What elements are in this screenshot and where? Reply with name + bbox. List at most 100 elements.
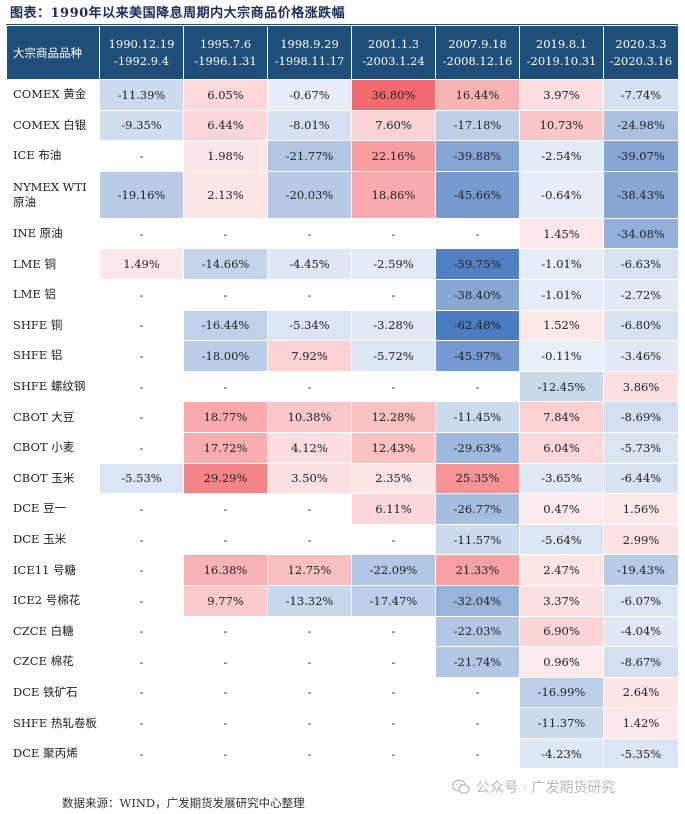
- value-cell: -: [183, 278, 268, 311]
- period-end: -1998.11.17: [274, 53, 345, 68]
- value-cell: -6.44%: [603, 462, 679, 495]
- value-cell: -18.00%: [183, 340, 268, 372]
- value-cell: -0.67%: [267, 79, 352, 111]
- period-header: 1995.7.6 -1996.1.31: [183, 25, 268, 80]
- value-cell: -8.01%: [267, 109, 352, 142]
- wechat-icon: [452, 779, 470, 794]
- value-cell: 25.35%: [435, 462, 520, 495]
- value-cell: -6.80%: [603, 309, 679, 342]
- value-cell: -11.45%: [435, 401, 520, 433]
- value-cell: -45.97%: [435, 340, 520, 372]
- value-cell: -8.69%: [603, 401, 679, 433]
- value-cell: -: [183, 493, 268, 525]
- value-cell: -2.54%: [519, 140, 604, 172]
- table-row: LME 铜 1.49% -14.66% -4.45% -2.59% -59.75% -1.0…: [6, 248, 679, 280]
- value-cell: -: [267, 493, 352, 525]
- table-body: COMEX 黄金 -11.39% 6.05% -0.67% 36.80% 16.44% 3.…: [6, 79, 679, 770]
- commodity-name: SHFE 铜: [6, 309, 100, 342]
- value-cell: -: [351, 370, 436, 403]
- value-cell: -: [99, 493, 184, 525]
- value-cell: -32.04%: [435, 584, 520, 617]
- period-start: 2020.3.3: [615, 36, 667, 51]
- value-cell: 18.86%: [351, 170, 436, 219]
- period-end: -1992.9.4: [113, 53, 170, 68]
- value-cell: -2.59%: [351, 248, 436, 280]
- value-cell: -: [99, 554, 184, 586]
- period-start: 1995.7.6: [199, 36, 252, 51]
- value-cell: -45.66%: [435, 170, 520, 219]
- commodity-name: NYMEX WTI 原油: [6, 170, 100, 219]
- value-cell: -8.67%: [603, 646, 679, 678]
- value-cell: -11.37%: [519, 707, 604, 739]
- value-cell: -: [183, 523, 268, 556]
- value-cell: -: [435, 676, 520, 709]
- period-header: 2001.1.3 -2003.1.24: [351, 25, 436, 80]
- table-row: CZCE 棉花 - - - - -21.74% 0.96% -8.67%: [6, 646, 679, 678]
- table-row: ICE 布油 -1.98% -21.77% 22.16% -39.88% -2.54% -3…: [6, 140, 679, 172]
- value-cell: -: [351, 523, 436, 556]
- value-cell: -3.46%: [603, 340, 679, 372]
- period-header: 2019.8.1 -2019.10.31: [519, 25, 604, 80]
- value-cell: 21.33%: [435, 554, 520, 586]
- chart-title: 图表：1990年以来美国降息周期内大宗商品价格涨跌幅: [10, 6, 346, 21]
- commodity-name: CZCE 白糖: [6, 615, 100, 648]
- value-cell: -3.28%: [351, 309, 436, 342]
- value-cell: -3.65%: [519, 462, 604, 495]
- value-cell: -24.98%: [603, 109, 679, 142]
- period-end: -1996.1.31: [194, 53, 257, 68]
- value-cell: 6.05%: [183, 79, 268, 111]
- value-cell: 1.52%: [519, 309, 604, 342]
- value-cell: -5.34%: [267, 309, 352, 342]
- commodity-name: CZCE 棉花: [6, 646, 100, 678]
- value-cell: -: [267, 370, 352, 403]
- value-cell: 7.60%: [351, 109, 436, 142]
- commodity-name: ICE 布油: [6, 140, 100, 172]
- value-cell: -0.11%: [519, 340, 604, 372]
- value-cell: 22.16%: [351, 140, 436, 172]
- value-cell: -: [99, 340, 184, 372]
- table-row: CBOT 大豆 -18.77% 10.38% 12.28% -11.45% 7.84% -8…: [6, 401, 679, 433]
- table-row: SHFE 热轧卷板 - - - - - -11.37% 1.42%: [6, 707, 679, 739]
- value-cell: -14.66%: [183, 248, 268, 280]
- value-cell: -: [99, 737, 184, 770]
- value-cell: -: [351, 278, 436, 311]
- value-cell: -59.75%: [435, 248, 520, 280]
- commodity-name: SHFE 铝: [6, 340, 100, 372]
- value-cell: -: [435, 217, 520, 250]
- value-cell: -22.03%: [435, 615, 520, 648]
- commodity-name: COMEX 白银: [6, 109, 100, 142]
- value-cell: 9.77%: [183, 584, 268, 617]
- table-row: COMEX 黄金 -11.39% 6.05% -0.67% 36.80% 16.44% 3.…: [6, 79, 679, 111]
- value-cell: 16.38%: [183, 554, 268, 586]
- value-cell: 4.12%: [267, 431, 352, 464]
- value-cell: -: [351, 737, 436, 770]
- value-cell: 12.75%: [267, 554, 352, 586]
- period-end: -2008.12.16: [442, 53, 513, 68]
- value-cell: -: [99, 140, 184, 172]
- value-cell: -: [267, 217, 352, 250]
- value-cell: -: [183, 217, 268, 250]
- value-cell: 6.90%: [519, 615, 604, 648]
- source-note: 数据来源：WIND，广发期货发展研究中心整理: [62, 796, 305, 810]
- table-row: ICE2 号棉花 -9.77% -13.32% -17.47% -32.04% 3.37%…: [6, 584, 679, 617]
- table-row: DCE 豆一 - - -6.11% -26.77% 0.47% 1.56%: [6, 493, 679, 525]
- commodity-name: DCE 玉米: [6, 523, 100, 556]
- commodity-name: SHFE 热轧卷板: [6, 707, 100, 739]
- value-cell: -: [183, 737, 268, 770]
- commodity-name: ICE11 号糖: [6, 554, 100, 586]
- commodity-name: LME 铝: [6, 278, 100, 311]
- value-cell: 2.64%: [603, 676, 679, 709]
- commodity-name: CBOT 玉米: [6, 462, 100, 495]
- watermark: 公众号 · 广发期货研究: [452, 777, 615, 797]
- value-cell: -5.73%: [603, 431, 679, 464]
- value-cell: 3.86%: [603, 370, 679, 403]
- value-cell: -16.99%: [519, 676, 604, 709]
- value-cell: -0.64%: [519, 170, 604, 219]
- value-cell: 12.28%: [351, 401, 436, 433]
- value-cell: -11.39%: [99, 79, 184, 111]
- value-cell: -6.63%: [603, 248, 679, 280]
- value-cell: -22.09%: [351, 554, 436, 586]
- value-cell: -: [99, 370, 184, 403]
- value-cell: -17.18%: [435, 109, 520, 142]
- value-cell: 6.11%: [351, 493, 436, 525]
